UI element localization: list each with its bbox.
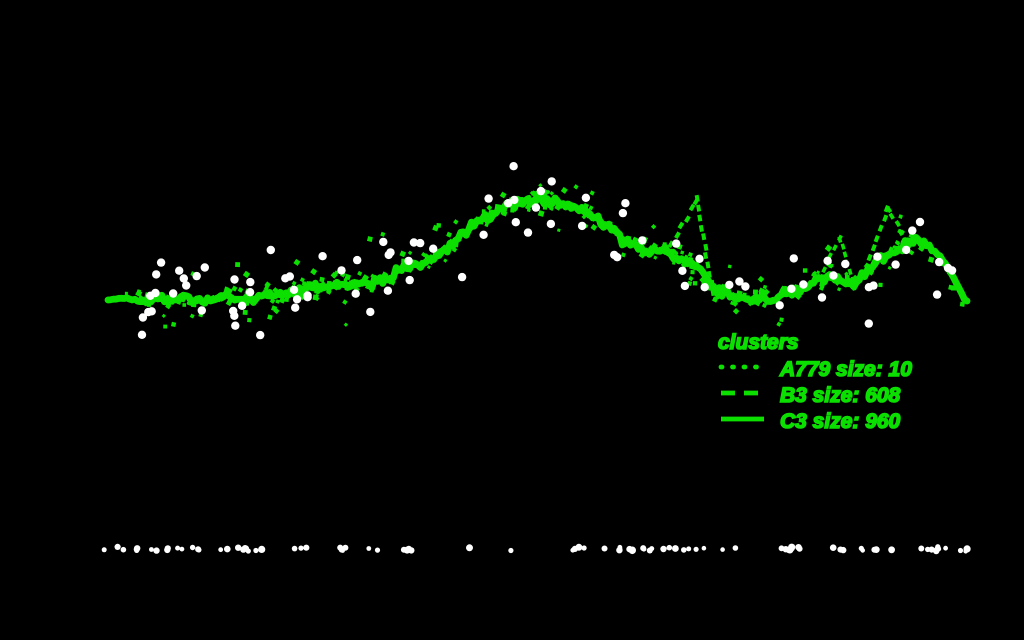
svg-text:clusters: clusters [718,331,799,354]
svg-text:B3 size: 608: B3 size: 608 [780,384,901,407]
svg-text:C3 size: 960: C3 size: 960 [780,410,901,433]
svg-text:A779 size: 10: A779 size: 10 [779,358,912,381]
